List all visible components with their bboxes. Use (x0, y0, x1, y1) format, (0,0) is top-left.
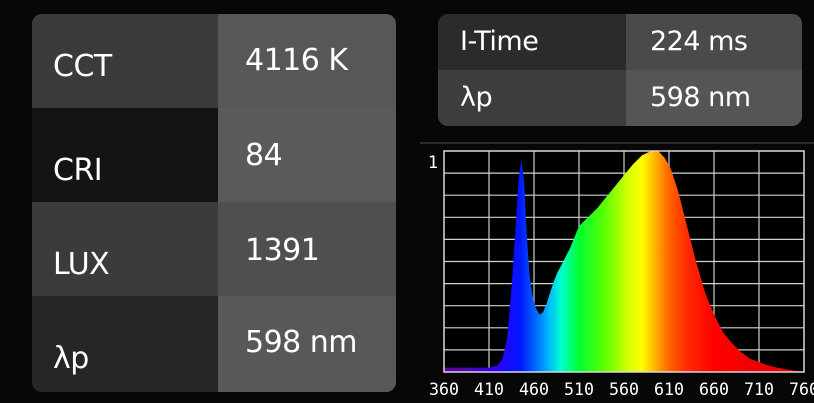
x-tick-label: 360 (429, 380, 459, 400)
info-label-cell: I-Time (438, 14, 626, 70)
plot-frame (443, 150, 805, 373)
info-label: λp (460, 82, 493, 113)
reading-row-lux: LUX 1391 (32, 202, 396, 296)
reading-label: λp (53, 341, 89, 376)
info-value-cell: 598 nm (626, 70, 802, 126)
info-label: I-Time (460, 26, 539, 57)
x-tick-label: 460 (519, 380, 549, 400)
reading-label: CRI (53, 153, 103, 188)
reading-value-cell: 84 (218, 108, 396, 202)
divider (420, 142, 814, 144)
reading-label-cell: LUX (32, 202, 218, 296)
info-row-integration-time: I-Time 224 ms (438, 14, 802, 70)
x-tick-label: 560 (609, 380, 639, 400)
reading-value-cell: 4116 K (218, 14, 396, 108)
info-value: 224 ms (650, 26, 748, 57)
info-value: 598 nm (650, 82, 751, 113)
info-row-peak-wavelength: λp 598 nm (438, 70, 802, 126)
spectrum-area (444, 151, 804, 372)
reading-label-cell: λp (32, 296, 218, 392)
reading-label: LUX (53, 247, 110, 282)
reading-label-cell: CRI (32, 108, 218, 202)
info-label-cell: λp (438, 70, 626, 126)
x-tick-label: 710 (744, 380, 774, 400)
reading-value: 84 (245, 138, 283, 173)
x-tick-label: 760 (789, 380, 814, 400)
reading-row-peak-wavelength: λp 598 nm (32, 296, 396, 392)
reading-row-cct: CCT 4116 K (32, 14, 396, 108)
readings-panel: CCT 4116 K CRI 84 LUX 1391 λp 598 nm (32, 14, 396, 392)
reading-value: 598 nm (245, 325, 358, 360)
reading-label: CCT (53, 49, 112, 84)
spectrum-chart: 360 410 460 510 560 610 660 710 760 1 (428, 150, 814, 400)
measurement-info-panel: I-Time 224 ms λp 598 nm (438, 14, 802, 126)
x-tick-label: 610 (654, 380, 684, 400)
tick-labels: 360 410 460 510 560 610 660 710 760 1 (428, 153, 814, 400)
reading-value-cell: 598 nm (218, 296, 396, 392)
info-value-cell: 224 ms (626, 14, 802, 70)
x-tick-label: 510 (564, 380, 594, 400)
reading-value-cell: 1391 (218, 202, 396, 296)
reading-label-cell: CCT (32, 14, 218, 108)
x-tick-label: 410 (474, 380, 504, 400)
x-tick-label: 660 (699, 380, 729, 400)
reading-row-cri: CRI 84 (32, 108, 396, 202)
reading-value: 1391 (245, 233, 320, 268)
y-tick-label: 1 (428, 153, 438, 173)
reading-value: 4116 K (245, 43, 348, 78)
